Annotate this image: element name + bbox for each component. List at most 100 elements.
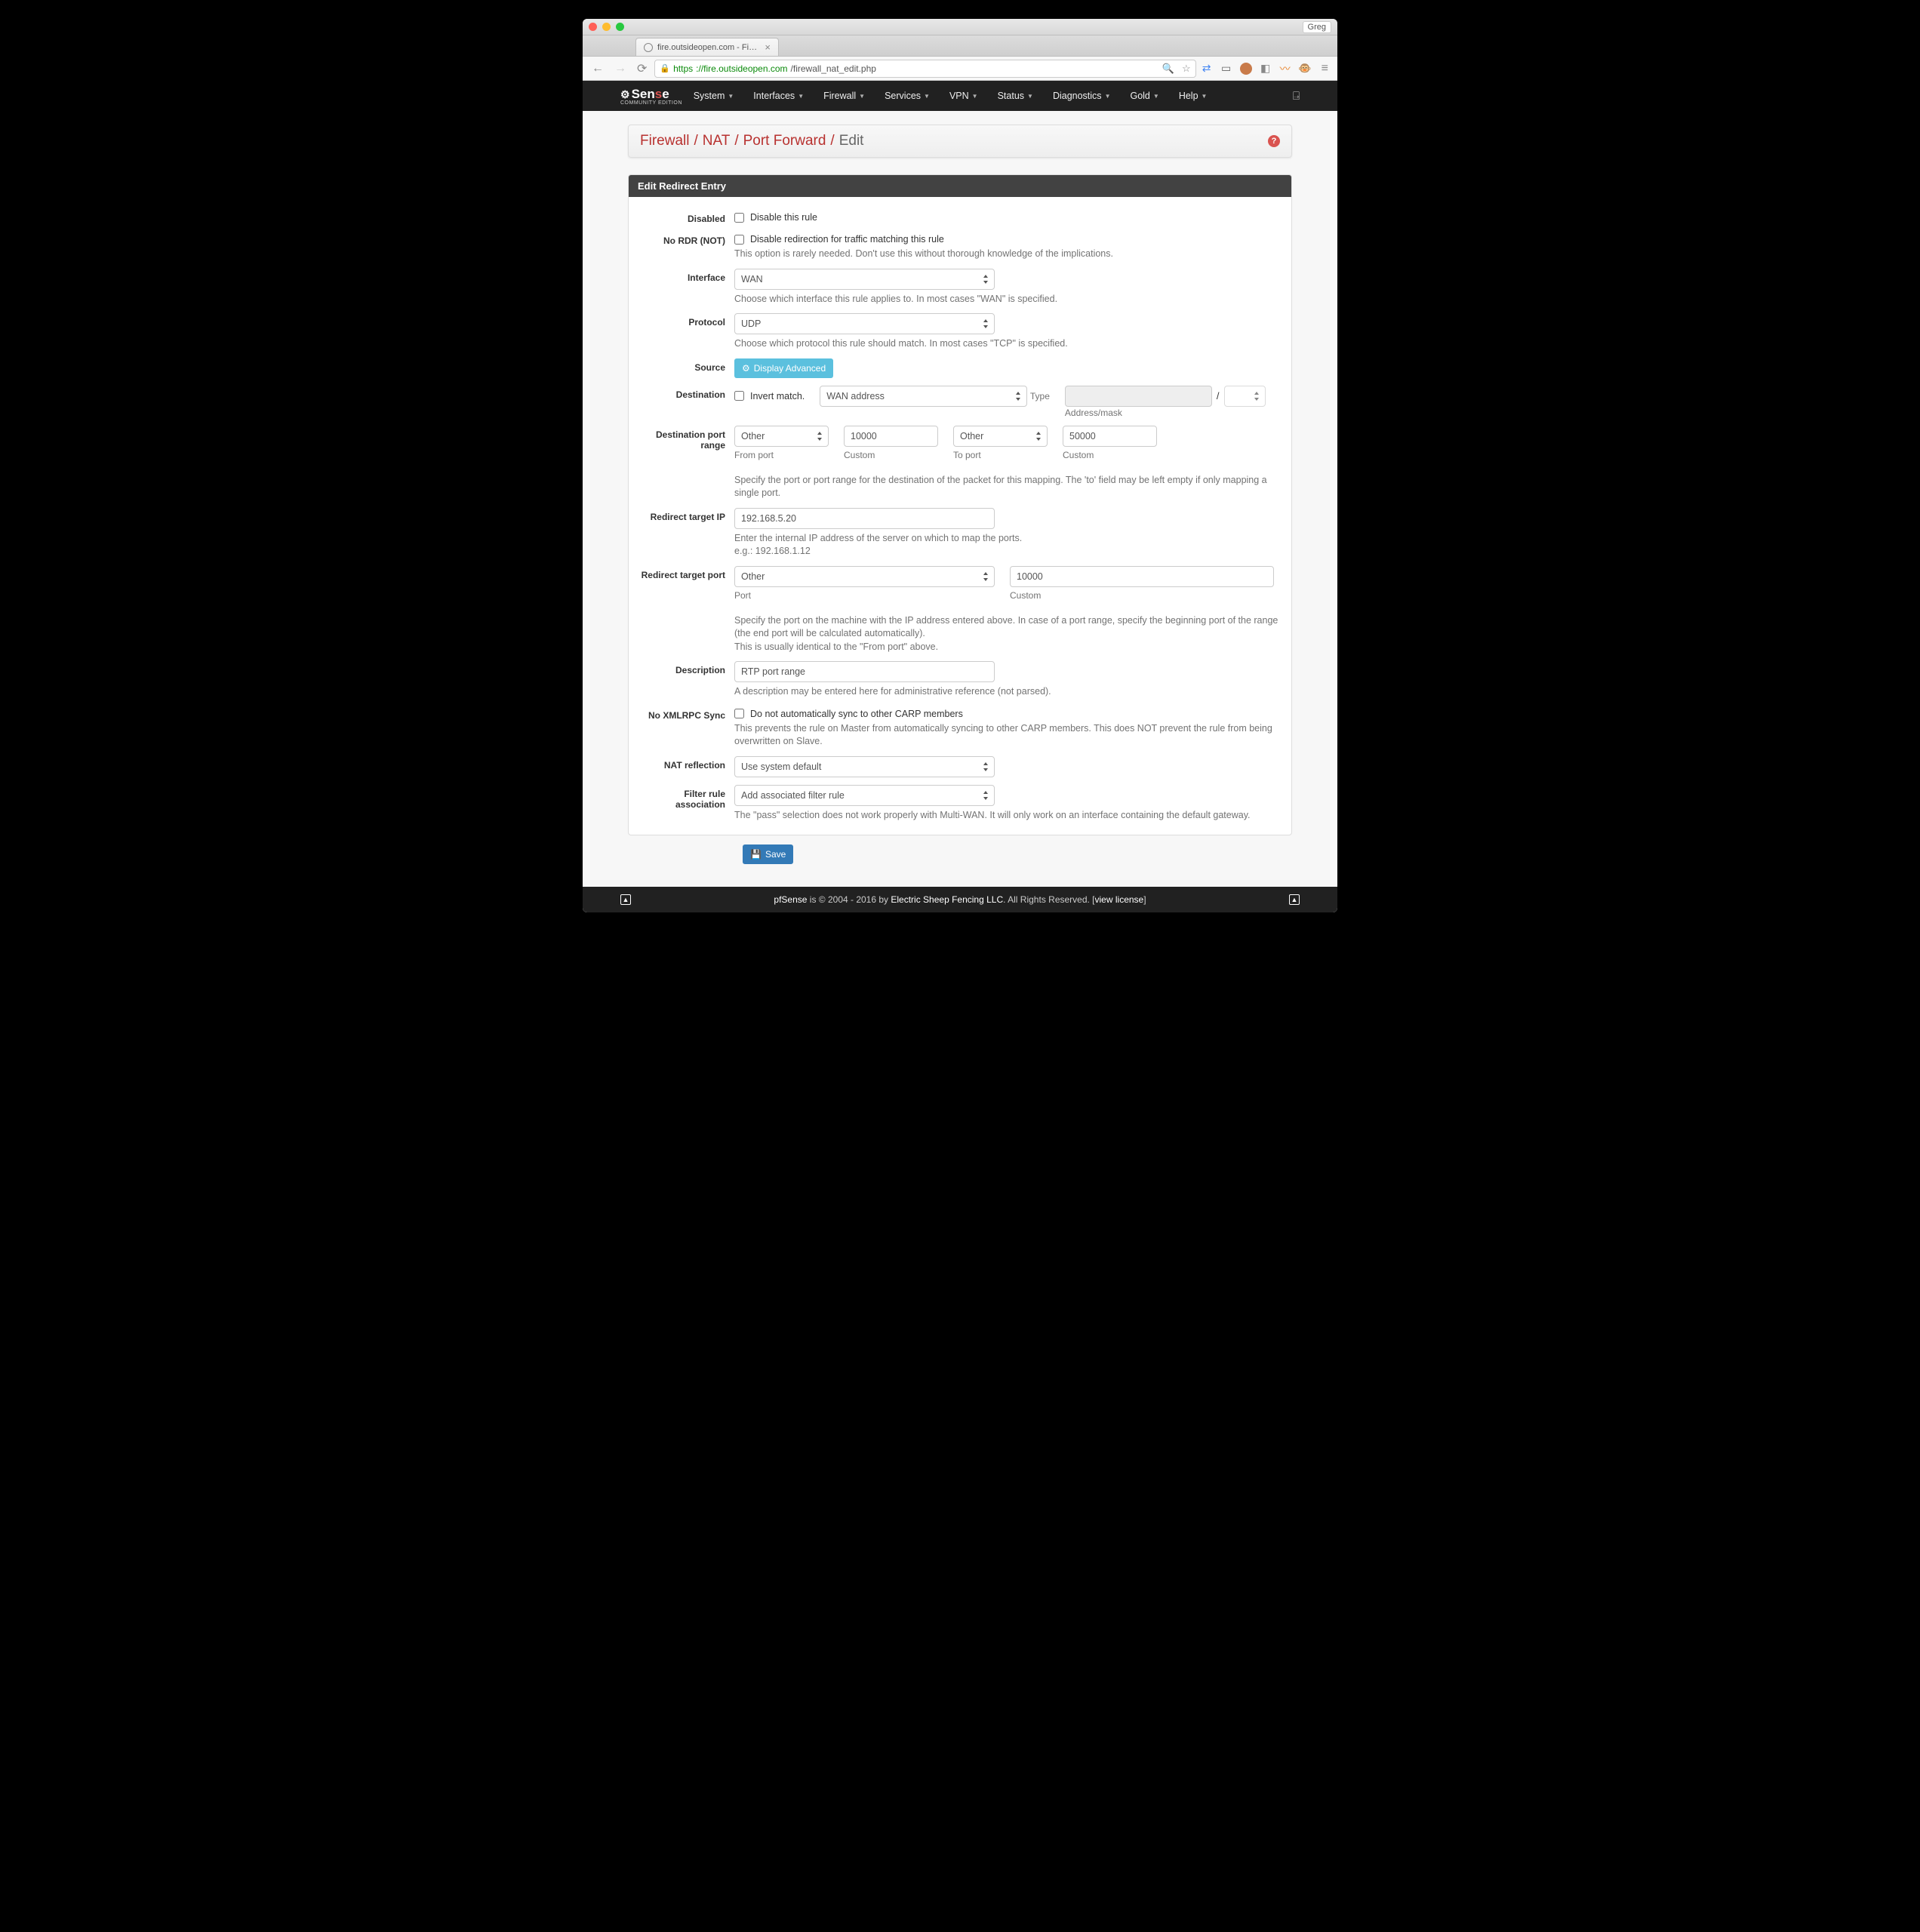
panel-heading: Edit Redirect Entry [629,175,1291,197]
protocol-label: Protocol [640,313,734,328]
targetport-custom-input[interactable] [1010,566,1274,587]
help-icon[interactable]: ? [1268,135,1280,147]
destination-mask-select [1224,386,1266,407]
from-port-select[interactable]: Other [734,426,829,447]
close-tab-icon[interactable]: × [765,42,771,53]
navbar: ⚙ Sense COMMUNITY EDITION System ▼Interf… [583,81,1337,111]
nordr-checkbox[interactable] [734,235,744,245]
footer-company[interactable]: Electric Sheep Fencing LLC [891,894,1003,905]
extension-icon-cast[interactable]: ▭ [1220,63,1232,75]
minimize-window-button[interactable] [602,23,611,31]
footer-scroll-top-left[interactable]: ▲ [620,894,631,905]
logout-icon[interactable]: ⍈ [1293,90,1300,103]
nav-item-status[interactable]: Status ▼ [989,83,1042,109]
source-label: Source [640,358,734,373]
nav-item-help[interactable]: Help ▼ [1170,83,1217,109]
save-button[interactable]: 💾 Save [743,844,793,864]
nav-item-vpn[interactable]: VPN ▼ [940,83,987,109]
url-scheme: https [673,63,693,74]
caret-icon: ▼ [1105,93,1111,100]
url-bar[interactable]: 🔒 https://fire.outsideopen.com/firewall_… [654,60,1195,78]
display-advanced-button[interactable]: ⚙Display Advanced [734,358,833,378]
footer-close: ] [1143,894,1146,905]
breadcrumb-link-nat[interactable]: NAT [703,133,731,149]
footer-license-link[interactable]: view license [1095,894,1144,905]
destination-address-input [1065,386,1212,407]
nav-item-firewall[interactable]: Firewall ▼ [814,83,874,109]
caret-icon: ▼ [1153,93,1159,100]
url-host: ://fire.outsideopen.com [696,63,787,74]
targetport-help2: This is usually identical to the "From p… [734,641,1280,654]
to-port-custom-input[interactable] [1063,426,1157,447]
nordr-help: This option is rarely needed. Don't use … [734,248,1280,261]
breadcrumb-link-port-forward[interactable]: Port Forward [743,133,826,149]
logo-text-1: Sen [632,87,655,102]
search-in-page-icon[interactable]: 🔍 [1162,63,1174,75]
interface-help: Choose which interface this rule applies… [734,293,1280,306]
invert-match-checkbox[interactable] [734,391,744,401]
logo-text-3: e [662,87,669,102]
to-port-select[interactable]: Other [953,426,1048,447]
targetip-label: Redirect target IP [640,508,734,522]
caret-icon: ▼ [1202,93,1208,100]
noxmlrpc-checkbox[interactable] [734,709,744,718]
titlebar: Greg [583,19,1337,35]
caret-icon: ▼ [798,93,804,100]
caret-icon: ▼ [728,93,734,100]
targetport-port-label: Port [734,590,995,601]
interface-select[interactable]: WAN [734,269,995,290]
back-button[interactable]: ← [589,60,607,77]
from-custom-label: Custom [844,450,938,460]
invert-match-text: Invert match. [750,391,805,401]
to-port-label: To port [953,450,1048,460]
targetip-help1: Enter the internal IP address of the ser… [734,532,1280,546]
nav-item-services[interactable]: Services ▼ [875,83,939,109]
filterrule-select[interactable]: Add associated filter rule [734,785,995,806]
bookmark-icon[interactable]: ☆ [1182,63,1191,75]
nav-item-gold[interactable]: Gold ▼ [1121,83,1168,109]
caret-icon: ▼ [859,93,865,100]
profile-badge[interactable]: Greg [1303,21,1331,33]
logo-icon: ⚙ [620,88,630,101]
targetip-help2: e.g.: 192.168.1.12 [734,545,1280,558]
logo[interactable]: ⚙ Sense COMMUNITY EDITION [620,87,685,106]
url-path: /firewall_nat_edit.php [791,63,876,74]
disabled-checkbox[interactable] [734,213,744,223]
breadcrumb: Firewall/NAT/Port Forward/ Edit ? [628,125,1292,158]
extension-icon-avatar[interactable] [1240,63,1252,75]
browser-tab[interactable]: fire.outsideopen.com - Fire... × [635,38,779,56]
tab-title: fire.outsideopen.com - Fire... [657,43,757,52]
footer-brand[interactable]: pfSense [774,894,807,905]
description-input[interactable] [734,661,995,682]
protocol-select[interactable]: UDP [734,313,995,334]
breadcrumb-link-firewall[interactable]: Firewall [640,133,689,149]
destination-mask-label: Address/mask [1065,408,1122,418]
browser-toolbar: ← → ⟳ 🔒 https://fire.outsideopen.com/fir… [583,57,1337,81]
destination-type-select[interactable]: WAN address [820,386,1027,407]
nav-item-diagnostics[interactable]: Diagnostics ▼ [1044,83,1120,109]
tabbar: fire.outsideopen.com - Fire... × [583,35,1337,57]
from-port-custom-input[interactable] [844,426,938,447]
gear-icon: ⚙ [742,363,750,374]
extension-icon-1[interactable]: ⇄ [1201,63,1213,75]
maximize-window-button[interactable] [616,23,624,31]
nav-item-system[interactable]: System ▼ [685,83,743,109]
breadcrumb-separator: / [694,133,697,149]
close-window-button[interactable] [589,23,597,31]
natreflect-select[interactable]: Use system default [734,756,995,777]
menu-button[interactable]: ≡ [1318,60,1331,77]
targetip-input[interactable] [734,508,995,529]
targetport-custom-label: Custom [1010,590,1274,601]
extension-icon-6[interactable]: 🐵 [1299,63,1311,75]
nav-item-interfaces[interactable]: Interfaces ▼ [744,83,813,109]
interface-label: Interface [640,269,734,283]
extension-icon-4[interactable]: ◧ [1260,63,1272,75]
breadcrumb-separator: / [734,133,738,149]
reload-button[interactable]: ⟳ [634,60,650,78]
caret-icon: ▼ [924,93,930,100]
targetport-label: Redirect target port [640,566,734,580]
footer-scroll-top-right[interactable]: ▲ [1289,894,1300,905]
extension-icon-5[interactable]: 〰 [1279,63,1291,75]
nordr-text: Disable redirection for traffic matching… [750,234,944,245]
targetport-select[interactable]: Other [734,566,995,587]
